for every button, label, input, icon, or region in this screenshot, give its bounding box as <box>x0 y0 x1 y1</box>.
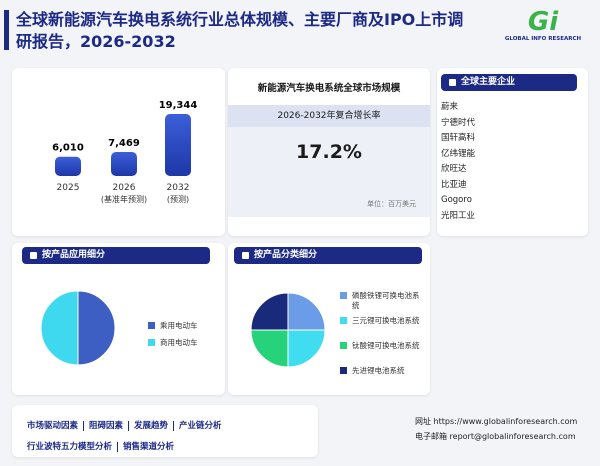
company: 蔚来 <box>441 102 459 112</box>
cagr-label: 2026-2032年复合增长率 <box>228 105 430 127</box>
value-label: 6,010 <box>52 143 84 154</box>
email-row: 电子邮箱 report@globalinforesearch.com <box>415 429 577 444</box>
legend-label: 钛酸锂可换电池系统 <box>352 341 420 350</box>
logo: Gi GLOBAL INFO RESEARCH <box>498 8 588 42</box>
market-panel: 新能源汽车换电系统全球市场规模 2026-2032年复合增长率 17.2% 单位… <box>228 68 430 236</box>
legend-label: 三元锂可换电池系统 <box>352 316 420 325</box>
cagr-box: 2026-2032年复合增长率 17.2% 单位：百万美元 <box>228 105 430 217</box>
value-label: 7,469 <box>108 138 140 149</box>
pie-slice <box>77 290 116 366</box>
report-title: 全球新能源汽车换电系统行业总体规模、主要厂商及IPO上市调研报告，2026-20… <box>16 10 464 51</box>
website-row: 网址 https://www.globalinforesearch.com <box>415 414 577 429</box>
category-label: 2025 <box>57 183 80 193</box>
legend-swatch <box>340 367 347 374</box>
pie-panel-1: 按产品应用细分 乘用电动车商用电动车 <box>12 243 225 395</box>
logo-text: GLOBAL INFO RESEARCH <box>504 36 582 42</box>
pie-slice <box>287 329 326 368</box>
legend-swatch <box>340 317 347 324</box>
pie-slice <box>250 292 289 331</box>
email: report@globalinforesearch.com <box>449 432 576 441</box>
companies-title: 全球主要企业 <box>441 74 577 91</box>
category-note: (基准年预测) <box>101 194 147 204</box>
accent-bar <box>4 10 9 50</box>
bar-panel: 6,010 2025 7,469 2026 (基准年预测) 19,344 2032 (预测) <box>12 68 225 236</box>
topic: 行业波特五力模型分析 <box>22 442 119 452</box>
bar <box>55 156 81 176</box>
contact: 网址 https://www.globalinforesearch.com 电子… <box>415 414 577 444</box>
topic: 阻碍因素 <box>84 421 130 431</box>
bar <box>111 152 137 176</box>
company: 宁德时代 <box>441 117 476 128</box>
market-title: 新能源汽车换电系统全球市场规模 <box>257 83 401 94</box>
topic: 销售渠道分析 <box>123 442 175 452</box>
topic: 发展趋势 <box>129 421 175 431</box>
logo-mark: Gi <box>527 7 559 37</box>
pie-slice <box>287 292 326 331</box>
legend-swatch <box>148 339 155 346</box>
company: 国轩高科 <box>441 133 476 143</box>
pie-panel-2: 按产品分类细分 磷酸铁锂可换电池系统三元锂可换电池系统 钛酸锂可换电池系统 先进锂电… <box>228 243 430 395</box>
value-label: 19,344 <box>159 100 198 111</box>
legend-label: 商用电动车 <box>160 338 198 347</box>
legend-label: 先进锂电池系统 <box>352 366 405 375</box>
legend-label: 乘用电动车 <box>160 321 198 330</box>
bar <box>165 114 191 176</box>
topic: 市场驱动因素 <box>22 421 85 431</box>
email-label: 电子邮箱 <box>415 432 447 441</box>
pie-slice <box>40 290 79 366</box>
company: 亿纬锂能 <box>441 148 476 159</box>
company: Gogoro <box>441 195 472 205</box>
company: 比亚迪 <box>441 179 467 190</box>
topic-list: 市场驱动因素 阻碍因素 发展趋势 产业链分析行业波特五力模型分析 销售渠道分析 <box>22 413 272 455</box>
pie-chart <box>250 292 326 368</box>
companies-panel: 全球主要企业 蔚来宁德时代国轩高科亿纬锂能欣旺达比亚迪 Gogoro 光阳工业 <box>437 68 588 236</box>
company-list: 蔚来宁德时代国轩高科亿纬锂能欣旺达比亚迪 Gogoro 光阳工业 <box>441 100 475 224</box>
legend-swatch <box>148 322 155 329</box>
company: 光阳工业 <box>441 210 476 221</box>
topics-panel: 市场驱动因素 阻碍因素 发展趋势 产业链分析行业波特五力模型分析 销售渠道分析 <box>12 405 318 457</box>
topic: 产业链分析 <box>179 421 222 431</box>
company: 欣旺达 <box>441 164 467 174</box>
category-note: (预测) <box>167 194 189 204</box>
bar-chart: 6,010 2025 7,469 2026(基准年预测) 19,344 2032(预测) <box>52 100 198 204</box>
unit-note: 单位：百万美元 <box>367 200 416 208</box>
pie-chart <box>40 290 116 366</box>
pie-title: 按产品分类细分 <box>234 247 422 264</box>
category-label: 2032 <box>167 183 190 193</box>
legend-label: 磷酸铁锂可换电池系统 <box>352 291 420 310</box>
website: https://www.globalinforesearch.com <box>433 417 578 426</box>
legend-swatch <box>340 342 347 349</box>
pie-title: 按产品应用细分 <box>22 247 210 264</box>
website-label: 网址 <box>415 417 431 426</box>
category-label: 2026 <box>113 183 136 193</box>
pie-slice <box>250 329 289 368</box>
legend-swatch <box>340 292 347 299</box>
cagr-value: 17.2% <box>296 141 362 163</box>
